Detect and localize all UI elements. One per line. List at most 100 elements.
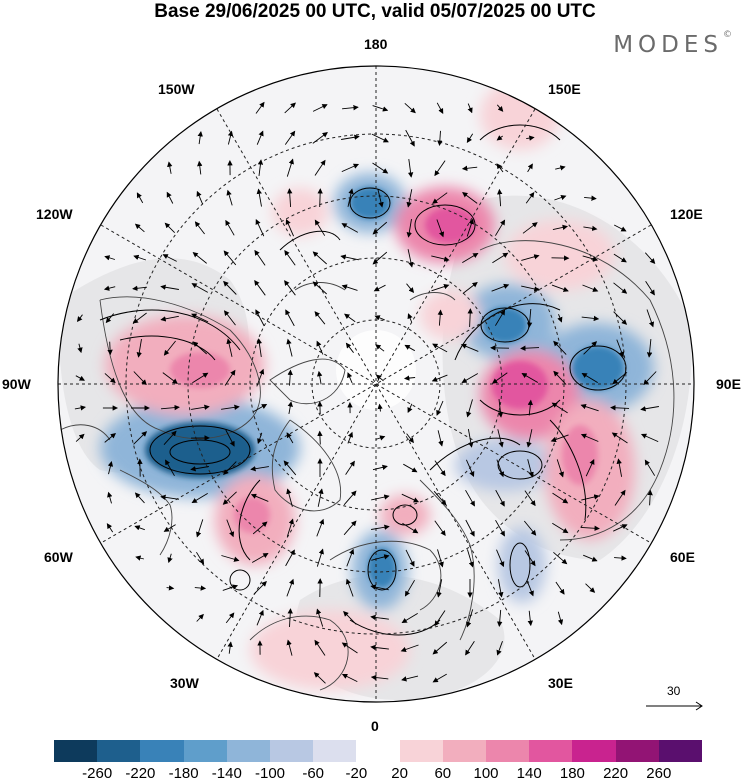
wind-arrow: [432, 673, 447, 683]
wind-arrow: [613, 253, 627, 263]
wind-arrow: [495, 309, 506, 326]
wind-arrow: [345, 578, 354, 597]
wind-arrow: [523, 520, 537, 536]
wind-arrow: [465, 640, 475, 656]
wind-arrow: [257, 432, 263, 445]
wind-arrow: [466, 218, 474, 237]
anomaly-positive-aleutians: [505, 220, 615, 290]
coastlines: [59, 240, 675, 691]
colorbar-tick-label: 220: [603, 765, 629, 782]
wind-arrow: [222, 491, 237, 505]
wind-arrow: [347, 431, 353, 444]
anomaly-core-western-siberia: [562, 425, 598, 485]
wind-arrow: [164, 222, 176, 234]
wind-arrow: [166, 585, 175, 591]
wind-arrow: [491, 372, 508, 384]
wind-arrow: [377, 189, 384, 208]
wind-arrow: [431, 374, 448, 382]
colorbar-swatch: [356, 740, 400, 762]
wind-arrow: [133, 371, 147, 386]
wind-arrow: [585, 583, 596, 593]
wind-arrow: [75, 375, 85, 381]
wind-arrow: [646, 309, 655, 328]
wind-arrow: [465, 459, 475, 478]
wind-arrow: [616, 458, 623, 477]
wind-arrow: [133, 254, 147, 261]
wind-arrow: [581, 494, 600, 501]
lon-label-30w: 30W: [170, 675, 199, 691]
wind-arrow: [644, 252, 656, 264]
colorbar-tick-label: 140: [516, 765, 542, 782]
wind-arrow: [406, 283, 415, 293]
wind-arrow: [192, 341, 208, 355]
wind-arrow: [495, 519, 505, 537]
wind-arrow: [287, 188, 293, 208]
wind-arrow: [134, 492, 145, 504]
wind-arrow: [345, 460, 355, 475]
wind-arrow: [612, 371, 628, 385]
wind-arrow: [555, 581, 565, 595]
colorbar-swatch: [486, 740, 530, 762]
wind-arrow: [467, 308, 473, 328]
wind-arrow: [581, 315, 600, 322]
wind-arrow: [585, 458, 595, 477]
wind-arrow: [284, 102, 296, 114]
wind-arrow: [644, 459, 656, 476]
colorbar-swatch: [54, 740, 98, 762]
wind-arrow: [341, 642, 358, 654]
wind-arrow: [554, 194, 567, 201]
lon-label-30e: 30E: [548, 675, 573, 691]
wind-arrow: [132, 285, 148, 291]
colorbar-swatch: [270, 740, 314, 762]
colorbar-tick-label: -20: [345, 765, 368, 782]
anomaly-core-central-siberia: [492, 361, 548, 409]
wind-arrow: [406, 433, 414, 444]
wind-arrow: [527, 399, 534, 416]
wind-arrow: [226, 338, 233, 357]
wind-arrow: [286, 518, 294, 537]
anomaly-positive-gulf-of-alaska: [272, 188, 328, 236]
wind-arrow: [375, 435, 386, 441]
wind-arrow: [194, 585, 207, 591]
wind-arrow: [433, 490, 447, 506]
lon-label-150e: 150E: [548, 81, 581, 97]
wind-arrow: [640, 433, 659, 443]
wind-arrow: [436, 102, 444, 114]
wind-arrow: [405, 549, 415, 567]
colorbar-tick-label: 100: [473, 765, 499, 782]
wind-arrow: [191, 283, 209, 293]
anomaly-positive-north-sea: [380, 495, 430, 535]
wind-arrow: [404, 579, 415, 597]
wind-arrow: [401, 493, 420, 503]
map-boundary: [57, 65, 695, 703]
wind-arrow: [372, 221, 388, 235]
wind-arrow: [552, 492, 569, 504]
wind-arrow: [491, 283, 510, 292]
wind-arrow: [372, 105, 389, 112]
wind-arrow: [104, 433, 116, 443]
wind-arrow: [407, 249, 414, 268]
wind-arrow: [581, 372, 598, 383]
wind-arrow: [404, 102, 416, 114]
wind-arrow: [527, 610, 533, 627]
wind-arrow: [317, 430, 323, 445]
wind-arrow: [645, 281, 655, 296]
wind-arrow: [312, 251, 328, 265]
wind-arrow: [284, 249, 296, 266]
wind-arrow: [104, 373, 116, 384]
wind-arrow: [647, 489, 653, 506]
colorbar-swatch: [140, 740, 184, 762]
wind-arrow: [343, 490, 357, 506]
wind-arrow: [372, 464, 388, 471]
wind-arrow: [462, 192, 478, 204]
brand-text: MODES: [613, 32, 723, 58]
wind-arrow: [406, 189, 413, 208]
wind-arrow: [314, 219, 326, 236]
wind-arrow: [251, 553, 269, 563]
wind-arrow: [372, 162, 389, 174]
wind-arrow: [135, 555, 145, 561]
contour-lines: [99, 124, 627, 636]
wind-arrow: [317, 488, 324, 507]
wind-arrow: [495, 489, 505, 507]
wind-arrow: [401, 613, 418, 624]
